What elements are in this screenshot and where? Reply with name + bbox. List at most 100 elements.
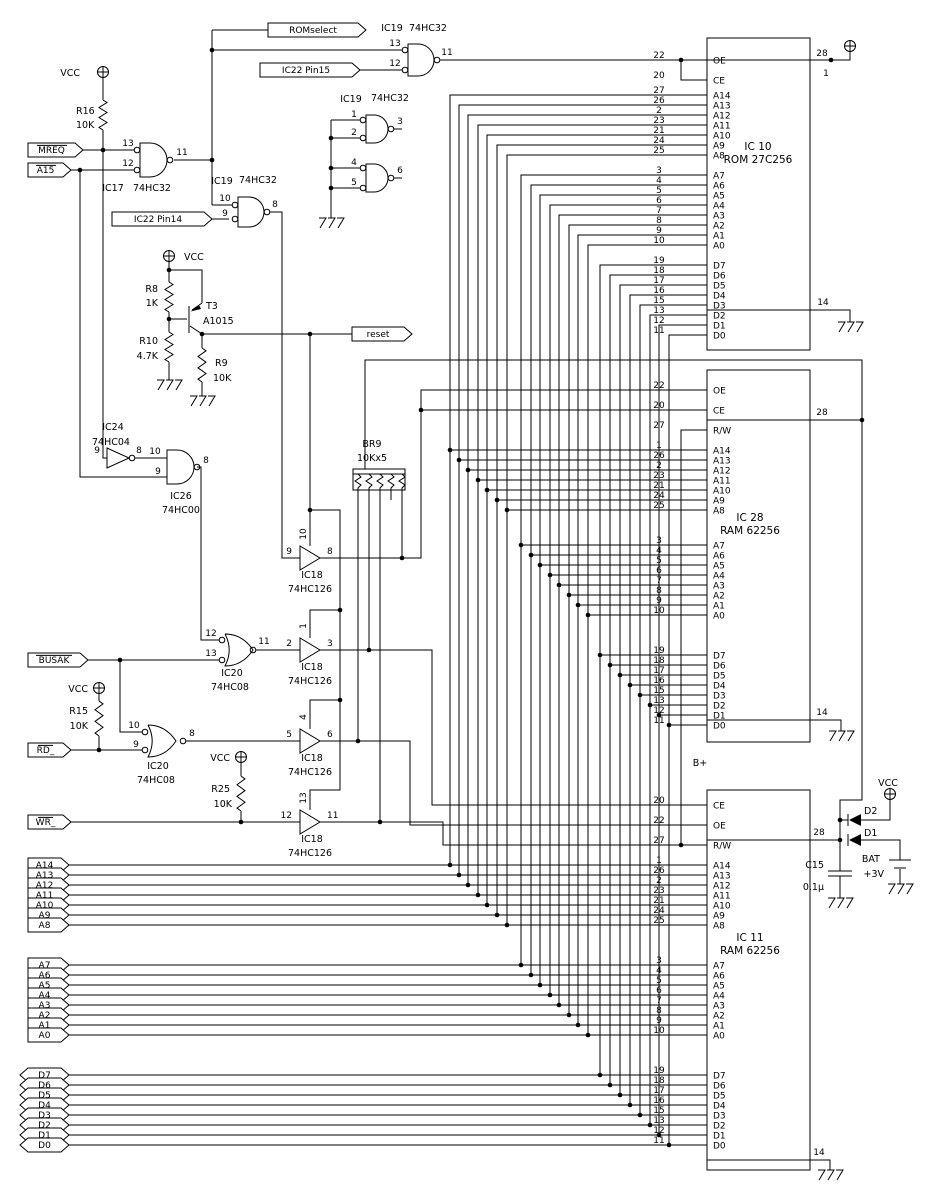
net-label-mreq-text: MREQ bbox=[38, 146, 65, 156]
junction-dot bbox=[399, 555, 405, 561]
pin-number: 8 bbox=[656, 216, 662, 226]
pin-name: A3 bbox=[713, 1002, 725, 1012]
label-text: IC18 bbox=[301, 662, 323, 673]
bus-wire bbox=[477, 124, 707, 895]
junction-dot bbox=[607, 662, 613, 668]
inversion-bubble bbox=[359, 134, 367, 142]
net-label-a15-text: A15 bbox=[37, 166, 55, 176]
inversion-bubble bbox=[218, 656, 226, 664]
pin-name: A14 bbox=[713, 92, 731, 102]
ground-symbol bbox=[838, 321, 864, 333]
inversion-bubble bbox=[128, 454, 136, 462]
junction-dot bbox=[447, 447, 453, 453]
net-label-a0-text: A0 bbox=[39, 1031, 51, 1041]
junction-dot bbox=[537, 562, 543, 568]
net-label-d0-text: D0 bbox=[38, 1141, 51, 1151]
inversion-bubble bbox=[218, 636, 226, 644]
net-label-a7-text: A7 bbox=[39, 961, 51, 971]
inversion-bubble bbox=[141, 728, 149, 736]
pin-number: 5 bbox=[656, 186, 662, 196]
junction-dot bbox=[597, 652, 603, 658]
junction-dot bbox=[575, 1022, 581, 1028]
pin-name: D2 bbox=[713, 312, 726, 322]
pin-name: A2 bbox=[713, 222, 725, 232]
pin-number: 14 bbox=[813, 1148, 825, 1158]
label-text: 11 bbox=[327, 811, 338, 821]
junction-dot bbox=[678, 57, 684, 63]
bat-value: +3V bbox=[863, 869, 884, 880]
pin-name: D1 bbox=[713, 712, 726, 722]
bus-wire bbox=[449, 94, 707, 865]
label-text: 6 bbox=[397, 166, 403, 176]
inversion-bubble bbox=[401, 46, 409, 54]
label-text: 13 bbox=[122, 139, 133, 149]
junction-dot bbox=[597, 1072, 603, 1078]
junction-dot bbox=[77, 167, 83, 173]
vcc-symbol bbox=[93, 682, 105, 694]
r8-value: 1K bbox=[146, 298, 159, 309]
wire bbox=[680, 60, 707, 81]
ic28-ram-62256 bbox=[706, 369, 811, 743]
network-element bbox=[354, 473, 362, 490]
junction-dot bbox=[637, 1112, 643, 1118]
label-text: 3 bbox=[327, 639, 333, 649]
pin-name: D1 bbox=[713, 322, 726, 332]
wire bbox=[270, 211, 300, 559]
label-text: 10 bbox=[128, 721, 140, 731]
gate-ic19a bbox=[407, 43, 435, 77]
net-label-a11-text: A11 bbox=[36, 891, 54, 901]
label-text: 74HC32 bbox=[371, 93, 409, 104]
junction-dot bbox=[465, 882, 471, 888]
label-text: 13 bbox=[299, 792, 309, 803]
pin-name: A6 bbox=[713, 552, 725, 562]
pin-number: 4 bbox=[656, 176, 662, 186]
net-label-busak bbox=[27, 652, 89, 668]
bus-wire bbox=[530, 184, 707, 975]
vcc-symbol bbox=[97, 66, 109, 78]
net-label-ic22-pin15 bbox=[259, 62, 361, 78]
junction-dot bbox=[547, 992, 553, 998]
net-label-a9-text: A9 bbox=[39, 911, 51, 921]
pin-name: A4 bbox=[713, 992, 725, 1002]
network-element bbox=[398, 473, 406, 490]
ground-symbol bbox=[157, 379, 183, 391]
pin-name: A5 bbox=[713, 982, 725, 992]
pin-name: A12 bbox=[713, 112, 731, 122]
pin-name: R/W bbox=[713, 427, 731, 437]
pin-name: A9 bbox=[713, 912, 725, 922]
label-text: 5 bbox=[351, 178, 357, 188]
label-text: 9 bbox=[286, 547, 292, 557]
pin-name: A12 bbox=[713, 467, 731, 477]
bus-wire bbox=[486, 134, 707, 905]
net-label-d5-text: D5 bbox=[38, 1091, 51, 1101]
net-label-a1-text: A1 bbox=[39, 1021, 51, 1031]
net-label-a0 bbox=[27, 1027, 70, 1043]
net-label-mreq bbox=[27, 142, 84, 158]
junction-dot bbox=[627, 1102, 633, 1108]
inversion-bubble bbox=[133, 166, 141, 174]
ground-symbol bbox=[190, 395, 216, 407]
ground-symbol bbox=[818, 1169, 844, 1181]
pin-name: CE bbox=[713, 802, 725, 812]
label-text: 9 bbox=[133, 740, 139, 750]
vcc-label: VCC bbox=[210, 753, 230, 764]
pin-name: D0 bbox=[713, 1142, 726, 1152]
pin-number: 18 bbox=[653, 266, 665, 276]
pin-number: 3 bbox=[656, 166, 662, 176]
resistor-r9 bbox=[197, 347, 207, 383]
ic10-rom-27c256 bbox=[706, 37, 811, 351]
pin-number: 1 bbox=[823, 69, 829, 79]
label-text: 13 bbox=[205, 649, 216, 659]
pin-name: D0 bbox=[713, 722, 726, 732]
vcc-label: VCC bbox=[68, 684, 88, 695]
bus-wire bbox=[609, 274, 707, 1085]
junction-dot bbox=[837, 837, 843, 843]
net-label-d3-text: D3 bbox=[38, 1111, 51, 1121]
wire bbox=[707, 309, 851, 322]
label-text: IC20 bbox=[221, 668, 243, 679]
gate-ic17 bbox=[139, 142, 168, 178]
c15-value: 0.1µ bbox=[803, 882, 824, 893]
pin-name: R/W bbox=[713, 842, 731, 852]
label-text: 74HC126 bbox=[288, 676, 332, 687]
label-text: 8 bbox=[203, 456, 209, 466]
